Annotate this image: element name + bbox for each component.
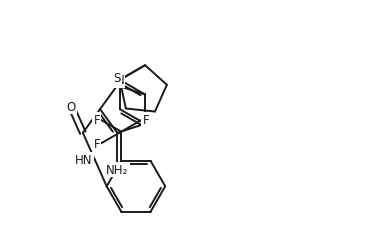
Text: HN: HN — [75, 153, 93, 166]
Text: F: F — [142, 114, 149, 127]
Text: F: F — [94, 137, 100, 150]
Text: S: S — [113, 72, 121, 85]
Text: F: F — [94, 114, 100, 127]
Text: NH₂: NH₂ — [106, 163, 128, 176]
Text: N: N — [115, 74, 124, 87]
Text: O: O — [66, 100, 76, 113]
